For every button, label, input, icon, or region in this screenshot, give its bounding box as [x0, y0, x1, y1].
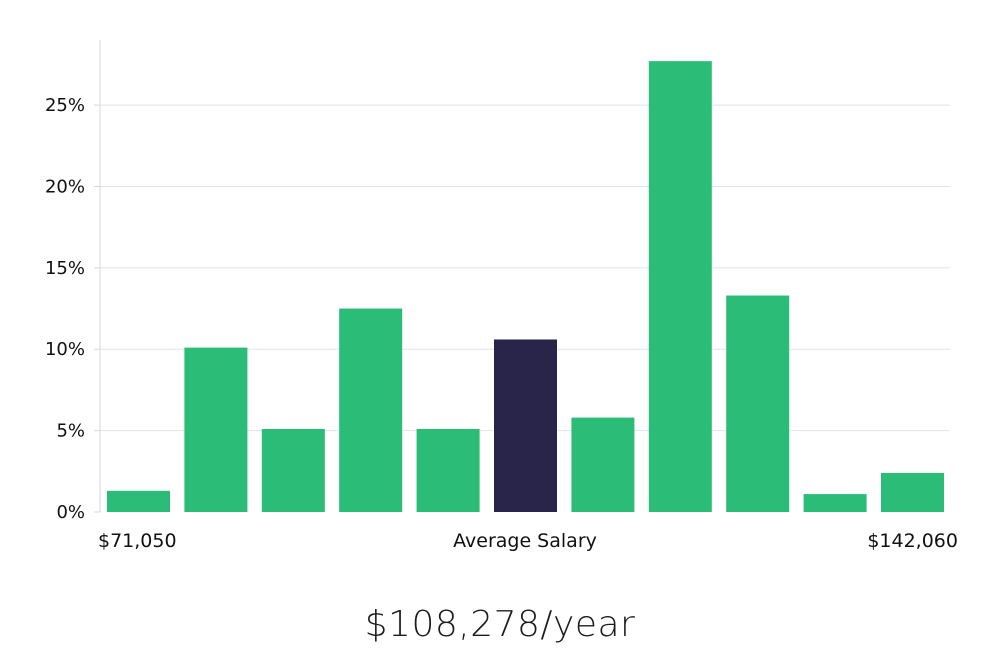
bar: [184, 347, 248, 512]
y-tick-label: 10%: [45, 339, 85, 360]
y-tick-label: 25%: [45, 95, 85, 116]
bar: [881, 472, 944, 512]
y-tick-label: 15%: [45, 258, 85, 279]
y-tick-label: 5%: [56, 421, 85, 442]
bar-highlight: [494, 339, 557, 512]
bar: [107, 490, 170, 512]
bar: [571, 417, 635, 512]
bar: [726, 295, 790, 512]
y-tick-label: 0%: [56, 502, 85, 523]
average-salary-value: $108,278/year: [364, 604, 636, 645]
salary-histogram: 0%5%10%15%20%25% $71,050 Average Salary …: [45, 40, 958, 552]
bar: [261, 428, 325, 512]
bars: [107, 61, 944, 512]
y-axis-ticks: 0% 5% 10% 15% 20% 25%: [45, 95, 100, 523]
x-min-label: $71,050: [98, 530, 177, 552]
x-center-label: Average Salary: [453, 530, 597, 552]
bar: [648, 61, 712, 512]
x-max-label: $142,060: [867, 530, 958, 552]
bar: [803, 494, 867, 512]
bar: [339, 308, 403, 512]
y-tick-label: 20%: [45, 176, 85, 197]
bar: [416, 428, 480, 512]
